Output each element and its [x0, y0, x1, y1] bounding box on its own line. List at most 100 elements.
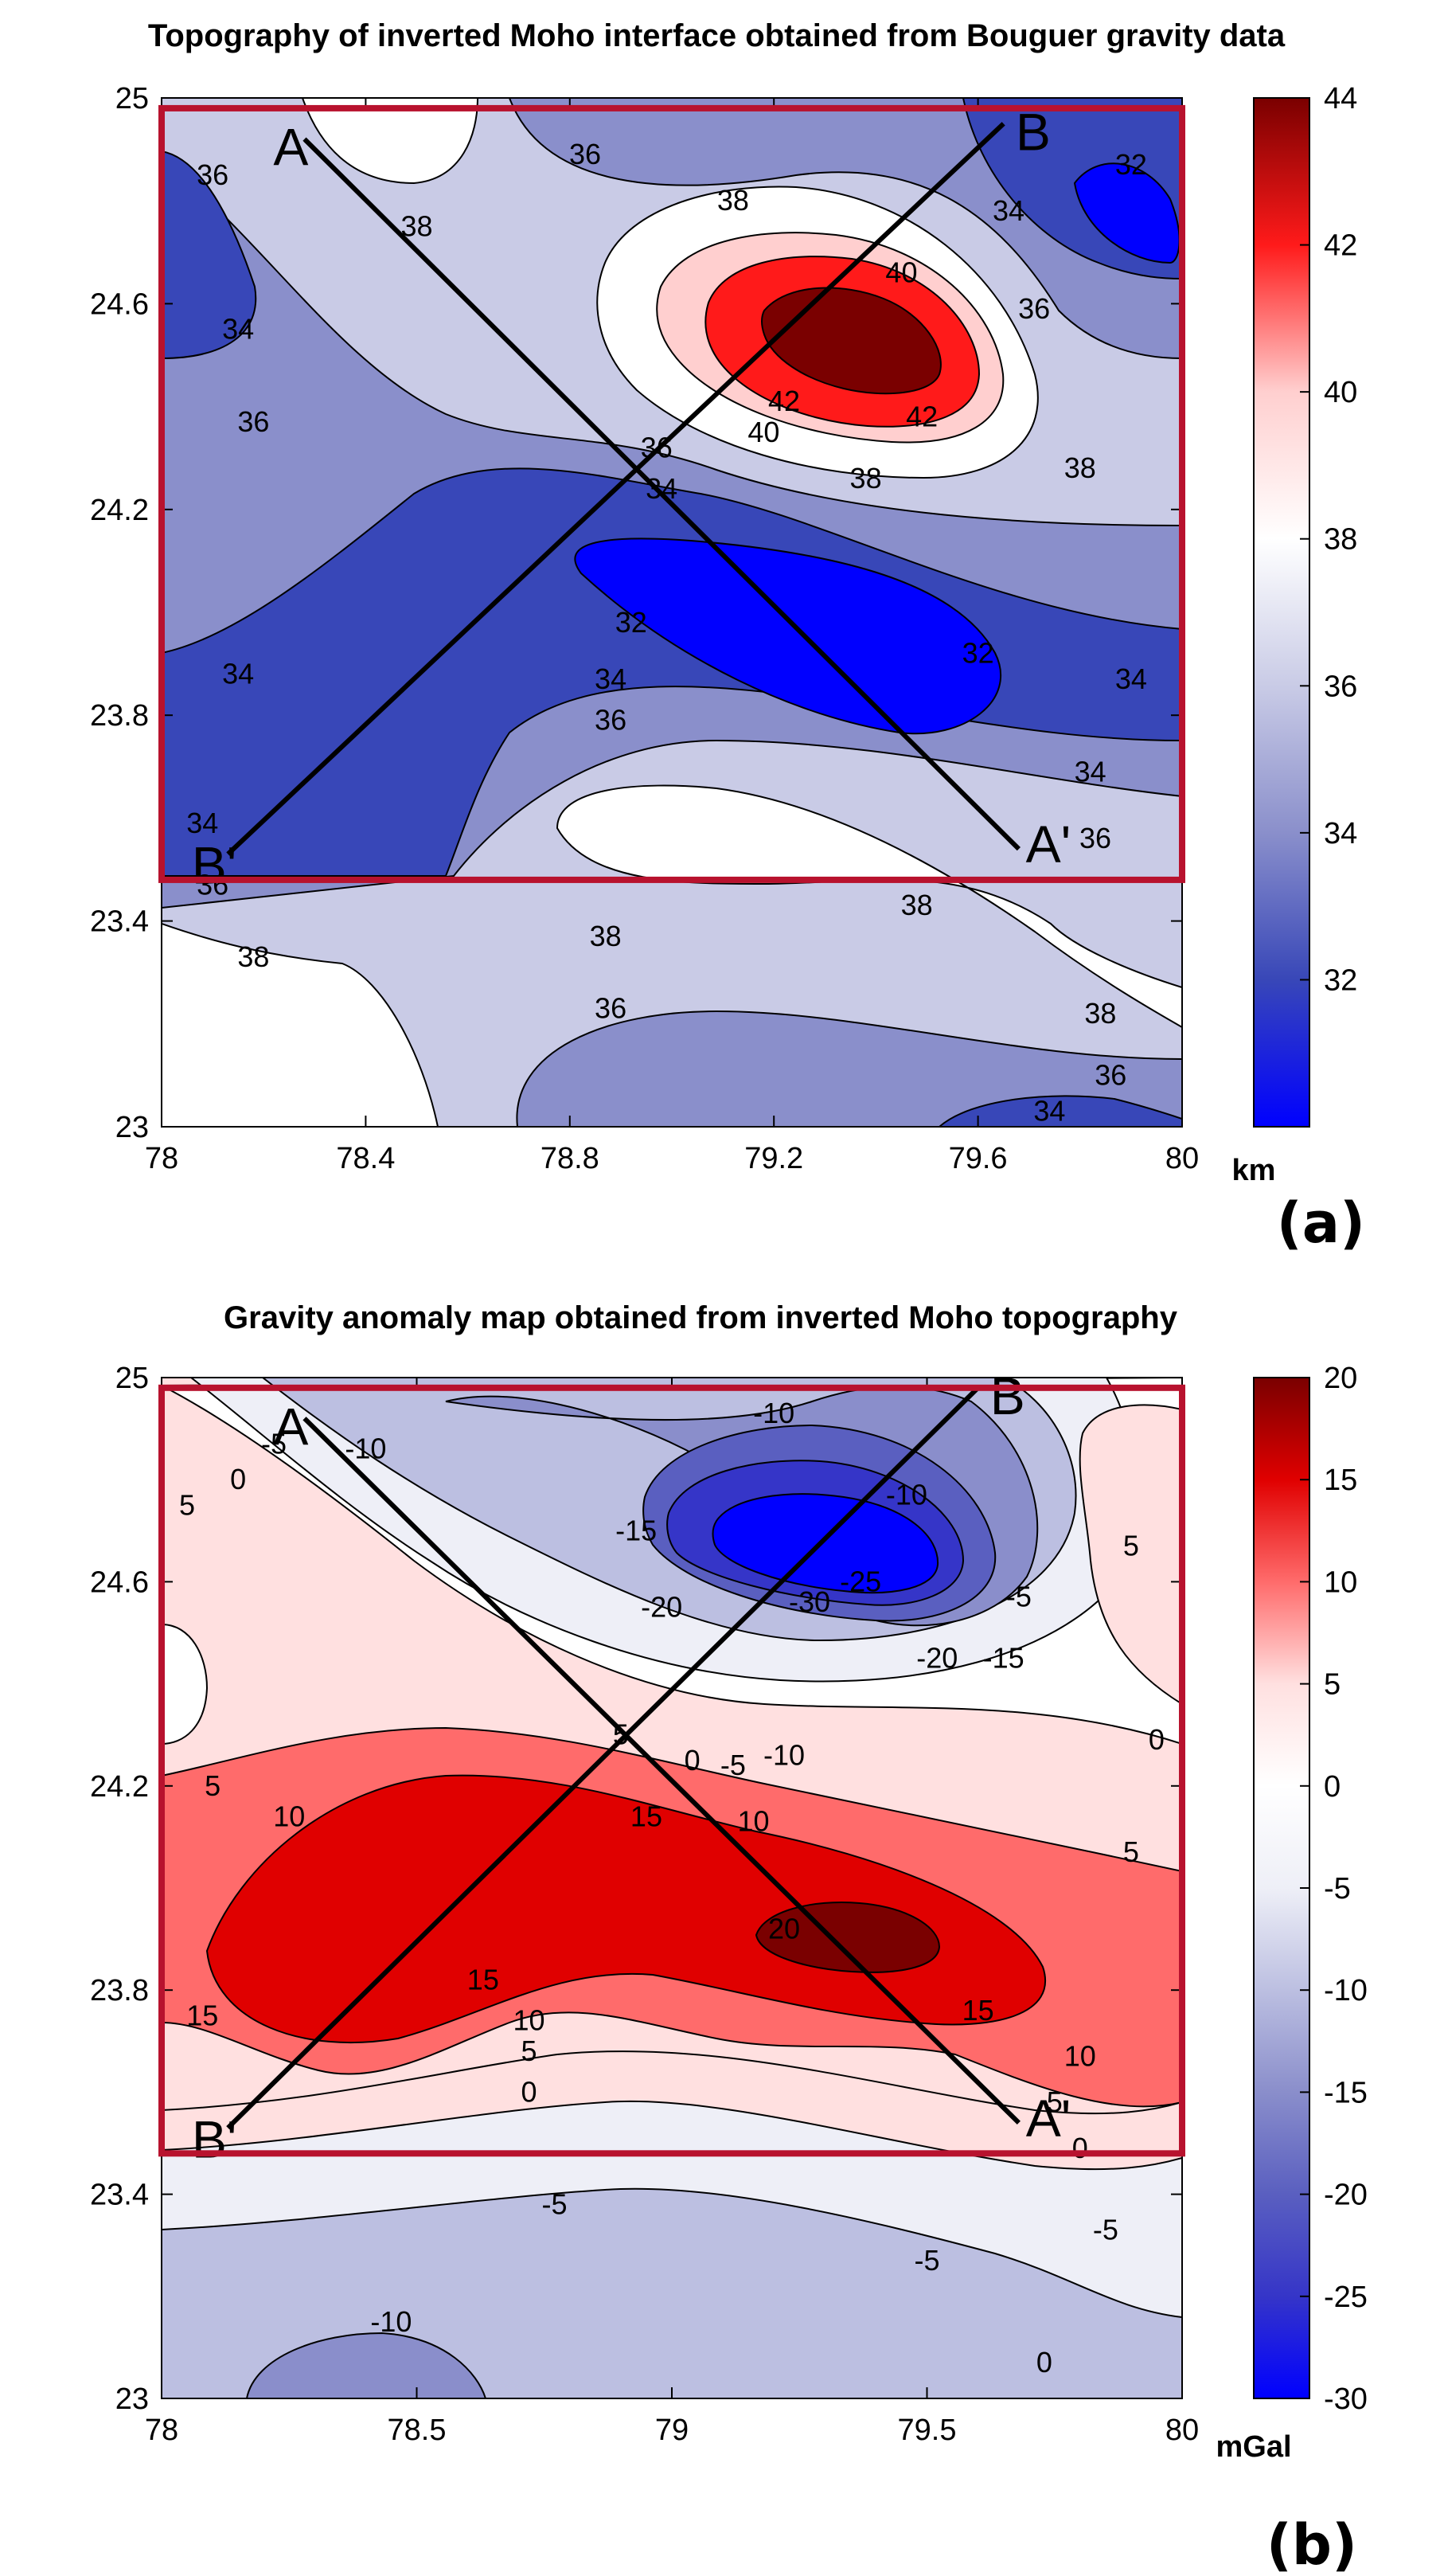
contour-label: -20 [641, 1590, 682, 1623]
contour-label: 34 [186, 807, 218, 839]
contour-label: 40 [885, 256, 917, 289]
contour-label: 36 [237, 405, 269, 438]
x-tick-label: 79 [655, 2414, 689, 2447]
x-tick-label: 79.2 [744, 1142, 803, 1175]
panel-a-label: (a) [1277, 1190, 1365, 1256]
contour-label: 36 [197, 158, 228, 191]
contour-label: 38 [237, 940, 269, 973]
colorbar-tick-label: 5 [1324, 1668, 1341, 1702]
contour-label: -10 [370, 2305, 412, 2338]
contour-label: 0 [521, 2075, 537, 2108]
profile-line [302, 1417, 1021, 2125]
contour-band-38-40-sw [162, 922, 439, 1127]
x-tick-label: 80 [1165, 2414, 1199, 2447]
contour-band-10-15 [205, 1774, 1046, 2044]
contour-label: 32 [615, 606, 647, 639]
profile-label-start: A [273, 1397, 308, 1456]
contour-label: 10 [513, 2004, 544, 2037]
colorbar-tick-label: 32 [1324, 964, 1357, 997]
panel-b-contour-field [162, 1378, 1182, 2398]
contour-label: 42 [768, 385, 800, 417]
panel-a-moho-topography: Topography of inverted Moho interface ob… [90, 18, 1365, 1256]
contour-band-above-44 [761, 287, 942, 395]
panel-b-colorbar-unit: mGal [1216, 2430, 1291, 2464]
contour-label: -10 [753, 1397, 794, 1429]
x-tick-label: 79.6 [949, 1142, 1008, 1175]
panel-b-colorbar: -30 -25 -20 -15 -10 -5 0 5 10 15 20 [1253, 1362, 1368, 2416]
contour-label: 34 [1075, 755, 1106, 788]
contour-band-below-minus30 [712, 1493, 939, 1594]
y-tick-label: 25 [115, 82, 149, 115]
contour-label: 38 [901, 889, 933, 921]
colorbar-tick-label: 38 [1324, 523, 1357, 557]
contour-label: 38 [717, 184, 749, 217]
contour-label: 34 [1115, 663, 1147, 695]
contour-label: 32 [962, 637, 994, 670]
y-tick-label: 23 [115, 2383, 149, 2416]
profile-label-start: B' [192, 2109, 237, 2168]
contour-label: 34 [595, 663, 626, 695]
contour-label: -5 [542, 2187, 568, 2220]
contour-label: 38 [1084, 997, 1116, 1030]
panel-a-title: Topography of inverted Moho interface ob… [148, 18, 1286, 53]
contour-label: 34 [1033, 1095, 1065, 1128]
contour-label: 38 [590, 920, 622, 952]
contour-label: 5 [205, 1769, 221, 1802]
contour-label: 38 [1064, 451, 1096, 484]
contour-label: 36 [1079, 822, 1111, 854]
contour-label: 10 [1064, 2040, 1096, 2073]
contour-label: 20 [768, 1912, 800, 1945]
contour-label: 10 [273, 1800, 305, 1832]
contour-label: -15 [983, 1642, 1024, 1675]
contour-band-0-minus5-south-line [162, 2050, 1182, 2115]
contour-label: 0 [1036, 2346, 1052, 2379]
contour-label: -5 [1006, 1581, 1032, 1613]
contour-label: 15 [630, 1800, 662, 1832]
y-tick-label: 23.4 [90, 2179, 149, 2212]
contour-label: 5 [179, 1488, 195, 1521]
colorbar-tick-label: -25 [1324, 2281, 1368, 2314]
colorbar-tick-label: 34 [1324, 817, 1357, 850]
contour-band-32-34 [162, 467, 1182, 877]
colorbar-tick-label: 10 [1324, 1566, 1357, 1599]
contour-label: 36 [595, 704, 626, 737]
x-tick-label: 78.8 [541, 1142, 599, 1175]
x-tick-label: 78.4 [336, 1142, 395, 1175]
contour-band-below-32 [574, 537, 1001, 735]
colorbar-tick-label: -30 [1324, 2383, 1368, 2416]
contour-label: -5 [720, 1749, 746, 1781]
contour-label: 36 [197, 868, 228, 901]
panel-b-highlight-box [158, 1384, 1185, 2157]
contour-label: -15 [615, 1514, 657, 1546]
profile-label-end: B [990, 1366, 1025, 1425]
panel-a-axes: 78 78.4 78.8 79.2 79.6 80 23 23.4 23.8 24.2 24.6 25 [90, 82, 1199, 1175]
contour-band-38-40-south [556, 784, 1182, 1029]
contour-label: 0 [685, 1744, 701, 1777]
colorbar-tick-label: 0 [1324, 1770, 1341, 1804]
contour-label: 5 [1123, 1530, 1139, 1562]
colorbar-tick-label: 42 [1324, 229, 1357, 263]
panel-a-colorbar-unit: km [1232, 1154, 1276, 1187]
contour-label: -10 [886, 1478, 927, 1511]
contour-label: 36 [1018, 292, 1050, 325]
x-tick-label: 79.5 [898, 2414, 957, 2447]
contour-label: 34 [222, 658, 254, 690]
contour-label: -20 [916, 1642, 958, 1675]
contour-label: 5 [1047, 2085, 1063, 2118]
x-tick-label: 78 [145, 1142, 178, 1175]
contour-label: 5 [521, 2035, 537, 2067]
contour-label: 10 [738, 1805, 770, 1838]
contour-label: -30 [789, 1585, 830, 1618]
colorbar-tick-label: -15 [1324, 2076, 1368, 2109]
x-tick-label: 78 [145, 2414, 178, 2447]
contour-label: -5 [261, 1427, 287, 1460]
panel-a-contour-field [162, 98, 1182, 1127]
y-tick-label: 23 [115, 1111, 149, 1144]
profile-line [302, 137, 1021, 851]
contour-label: 0 [1072, 2132, 1088, 2164]
panel-b-title: Gravity anomaly map obtained from invert… [224, 1300, 1178, 1335]
contour-label: 34 [993, 194, 1024, 227]
